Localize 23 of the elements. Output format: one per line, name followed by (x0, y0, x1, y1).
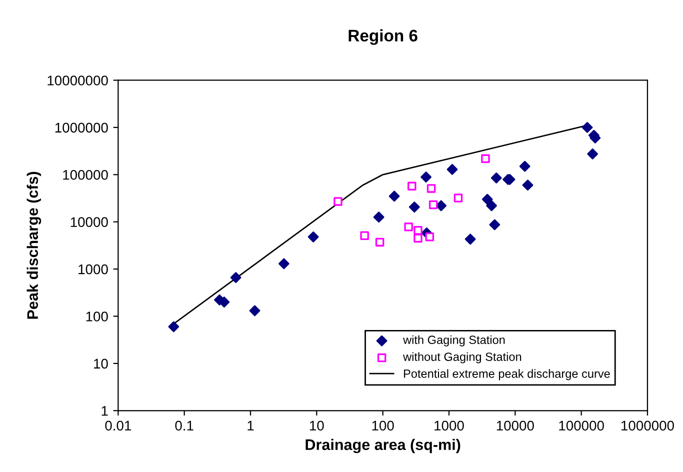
x-tick-label: 10 (310, 420, 324, 431)
x-tick-label: 10000 (496, 420, 534, 431)
y-tick-label: 10000000 (48, 76, 108, 86)
x-tick-label: 100000 (559, 420, 604, 431)
y-tick-label: 10 (94, 358, 108, 369)
x-tick-label: 0.1 (175, 420, 194, 431)
x-tick-label: 1000 (434, 420, 464, 431)
legend-label: without Gaging Station (403, 352, 522, 364)
x-tick-label: 0.01 (105, 420, 131, 431)
x-tick-label: 1000000 (622, 420, 674, 431)
y-tick-label: 1 (102, 406, 108, 416)
x-tick-label: 1 (248, 420, 254, 430)
chart-title: Region 6 (348, 29, 418, 45)
y-axis-title: Peak discharge (cfs) (26, 172, 42, 319)
y-tick-label: 1000000 (55, 122, 108, 133)
y-tick-label: 1000 (78, 264, 108, 274)
y-tick-label: 100000 (63, 170, 108, 180)
x-axis-title: Drainage area (sq-mi) (306, 438, 460, 454)
legend-label: Potential extreme peak discharge curve (404, 369, 610, 380)
y-tick-label: 100 (86, 312, 108, 322)
y-tick-label: 10000 (70, 217, 108, 228)
legend-label: with Gaging Station (403, 335, 505, 346)
x-tick-label: 100 (372, 420, 394, 431)
